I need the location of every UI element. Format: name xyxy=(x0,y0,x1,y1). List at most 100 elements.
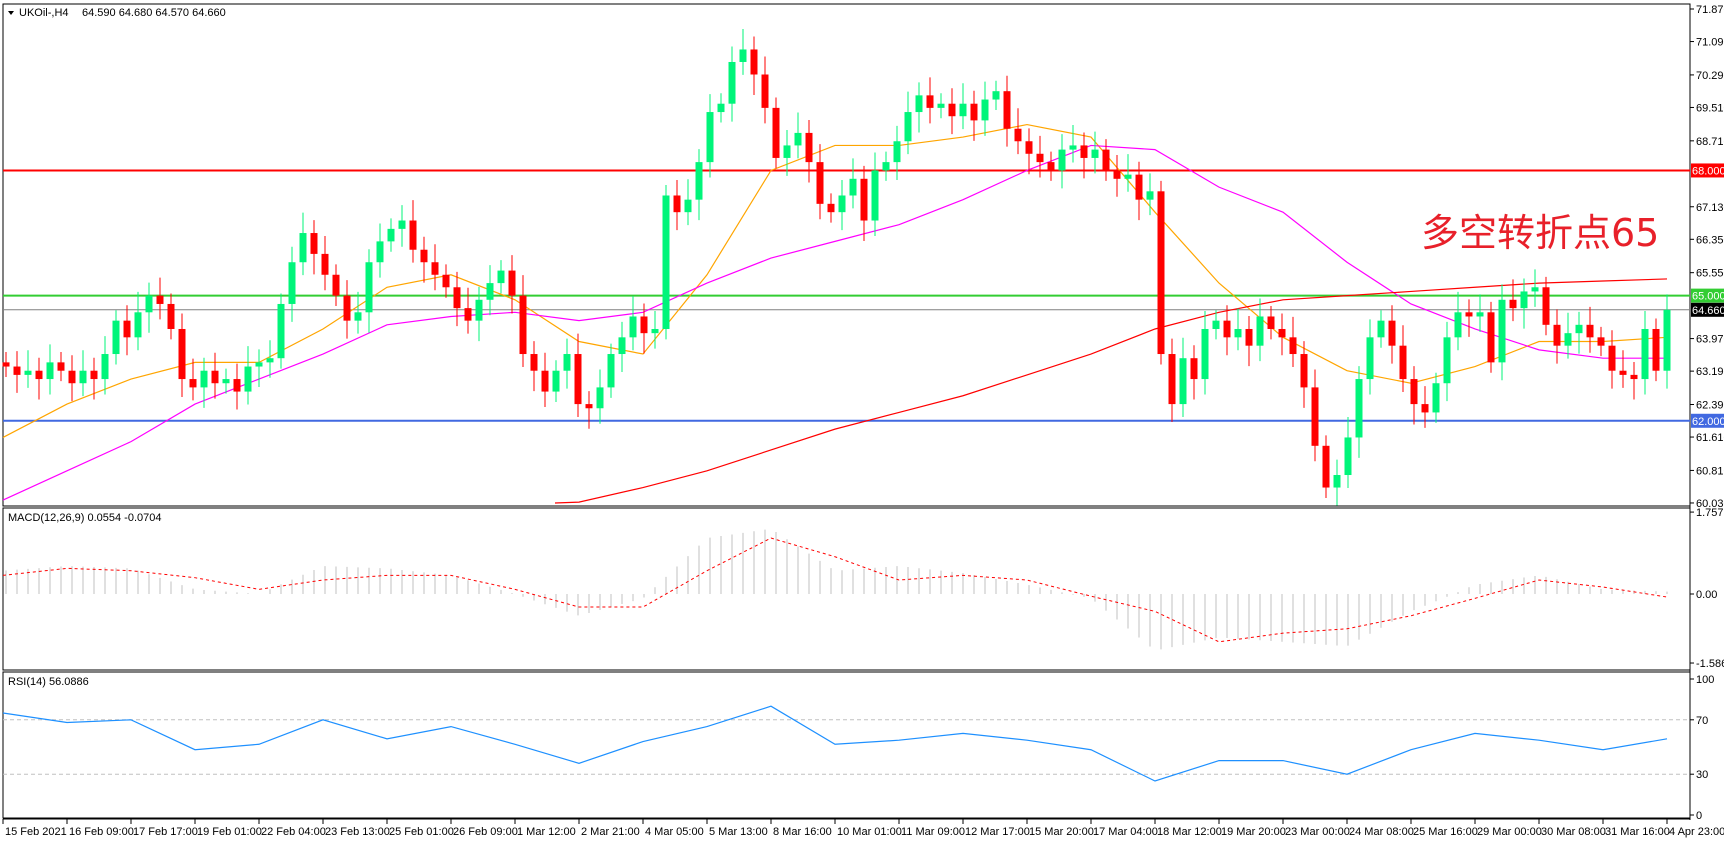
rsi-tick-label: 30 xyxy=(1696,769,1708,781)
candle-body xyxy=(178,328,186,380)
candle-body xyxy=(640,316,648,334)
time-tick-label: 11 Mar 09:00 xyxy=(901,826,965,838)
candle-body xyxy=(233,379,241,392)
candle xyxy=(200,357,208,408)
time-tick-label: 2 Mar 21:00 xyxy=(581,826,640,838)
candle xyxy=(739,29,747,75)
candle-body xyxy=(1135,174,1143,200)
candle xyxy=(695,149,703,221)
candle xyxy=(519,275,527,367)
price-tick-label: 61.610 xyxy=(1696,432,1724,444)
candle xyxy=(684,179,692,226)
candle xyxy=(871,152,879,236)
candle-body xyxy=(552,370,560,392)
candle-body xyxy=(332,274,340,296)
candle xyxy=(1036,135,1044,178)
candle xyxy=(981,81,989,136)
candle-body xyxy=(959,103,967,117)
candle xyxy=(1410,366,1418,425)
candle xyxy=(915,82,923,133)
candle-body xyxy=(57,362,65,371)
candle xyxy=(970,90,978,141)
triangle-down-icon[interactable] xyxy=(8,11,14,15)
candle xyxy=(1432,372,1440,423)
candle xyxy=(35,357,43,400)
time-tick-label: 22 Feb 04:00 xyxy=(261,826,326,838)
candle-body xyxy=(695,162,703,200)
time-tick-label: 23 Feb 13:00 xyxy=(325,826,390,838)
candle-body xyxy=(1443,337,1451,384)
candle xyxy=(959,83,967,130)
candle-body xyxy=(1465,312,1473,317)
candle-body xyxy=(728,61,736,104)
candle xyxy=(1102,139,1110,181)
candle xyxy=(717,93,725,123)
candle xyxy=(750,36,758,95)
candle-body xyxy=(156,295,164,304)
candle xyxy=(497,260,505,294)
candle-body xyxy=(915,95,923,113)
candle-body xyxy=(1366,337,1374,380)
candle xyxy=(1597,326,1605,357)
candle xyxy=(178,313,186,397)
candle xyxy=(134,291,142,351)
candle-body xyxy=(354,312,362,321)
candle xyxy=(1454,291,1462,351)
candle-body xyxy=(673,195,681,213)
candle xyxy=(321,235,329,291)
time-tick-label: 31 Mar 16:00 xyxy=(1605,826,1670,838)
candle xyxy=(277,293,285,369)
candle xyxy=(288,246,296,322)
candle xyxy=(101,336,109,395)
candle-body xyxy=(629,316,637,338)
candle xyxy=(112,310,120,365)
candle xyxy=(1520,278,1528,329)
candle xyxy=(1652,318,1660,382)
candle xyxy=(57,351,65,382)
level-label: 62.000 xyxy=(1692,416,1724,428)
candle-body xyxy=(1333,475,1341,488)
time-tick-label: 19 Mar 20:00 xyxy=(1221,826,1286,838)
candle xyxy=(409,200,417,263)
candle-body xyxy=(805,132,813,163)
candle xyxy=(1608,330,1616,389)
candle xyxy=(530,341,538,392)
candle xyxy=(266,340,274,378)
candle xyxy=(79,350,87,397)
candle xyxy=(13,351,21,393)
candle xyxy=(816,144,824,220)
candle xyxy=(893,125,901,181)
candle xyxy=(1069,124,1077,163)
candle-body xyxy=(1575,324,1583,334)
time-tick-label: 4 Mar 05:00 xyxy=(645,826,704,838)
candle xyxy=(233,363,241,410)
candle-body xyxy=(1058,149,1066,171)
candle xyxy=(992,80,1000,110)
candle-body xyxy=(530,354,538,371)
candle xyxy=(1300,341,1308,408)
candle-body xyxy=(1190,358,1198,380)
time-tick-label: 25 Mar 16:00 xyxy=(1413,826,1478,838)
candle-body xyxy=(134,312,142,338)
candle xyxy=(1278,313,1286,356)
candle xyxy=(1091,131,1099,174)
candle-body xyxy=(1113,170,1121,179)
candle xyxy=(1212,310,1220,340)
candle-body xyxy=(13,366,21,375)
candle-body xyxy=(1619,370,1627,375)
candle xyxy=(1531,269,1539,307)
candle xyxy=(376,223,384,278)
candle-body xyxy=(1432,383,1440,413)
candle-body xyxy=(882,162,890,171)
candle-body xyxy=(167,303,175,329)
candle-body xyxy=(1168,354,1176,405)
candle-body xyxy=(420,249,428,263)
candle xyxy=(1630,361,1638,400)
candle xyxy=(464,287,472,334)
candle-body xyxy=(1003,91,1011,129)
candle-body xyxy=(409,220,417,250)
candle xyxy=(1344,417,1352,488)
candle-body xyxy=(849,178,857,196)
candle-body xyxy=(486,283,494,300)
